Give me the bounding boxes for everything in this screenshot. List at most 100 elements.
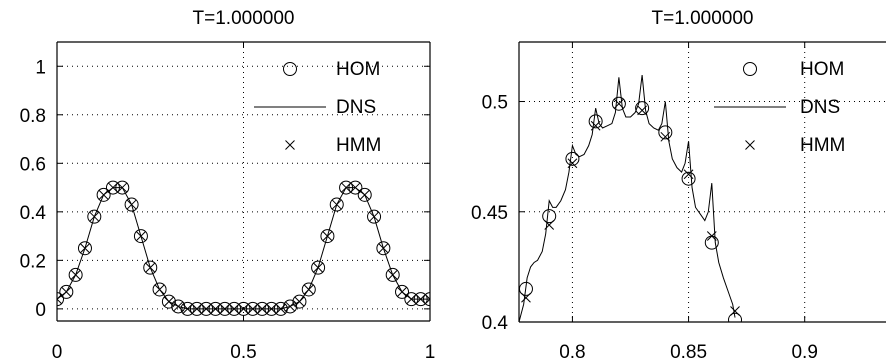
- series-dns: [57, 187, 430, 310]
- hom-point: [728, 312, 743, 322]
- hmm-point: [285, 301, 295, 312]
- y-tick-label: 1: [35, 57, 46, 78]
- hom-point: [565, 151, 580, 166]
- legend-hom-marker: [283, 62, 297, 76]
- hmm-point: [590, 120, 601, 131]
- hmm-point: [154, 284, 165, 295]
- hmm-point: [544, 220, 555, 230]
- hom-point: [96, 187, 111, 202]
- x-tick-label: 0: [52, 342, 63, 363]
- hmm-point: [378, 243, 389, 254]
- hmm-point: [614, 98, 624, 109]
- chart-title: T=1.000000: [652, 8, 754, 29]
- hmm-point: [70, 270, 81, 280]
- legend-label-dns: DNS: [336, 97, 376, 118]
- hmm-point: [98, 189, 109, 200]
- hom-point: [588, 114, 603, 129]
- legend: HOM DNS HMM: [254, 59, 381, 156]
- hom-point: [542, 209, 557, 224]
- hom-point: [77, 241, 92, 256]
- hom-point: [161, 294, 176, 309]
- y-tick-label: 0.2: [20, 251, 46, 272]
- legend-label-hmm: HMM: [336, 135, 381, 156]
- y-tick-label: 0.45: [471, 203, 508, 224]
- legend-label-dns: DNS: [800, 97, 840, 118]
- hom-point: [395, 284, 410, 299]
- hmm-point: [415, 294, 426, 305]
- legend-hom-marker: [743, 62, 757, 76]
- hmm-point: [322, 231, 333, 241]
- legend-hmm-marker: [285, 140, 295, 150]
- hom-point: [320, 229, 335, 244]
- y-tick-label: 0: [35, 300, 46, 321]
- hmm-point: [303, 284, 314, 295]
- y-tick-label: 0.5: [482, 93, 508, 114]
- hmm-point: [247, 304, 258, 314]
- hmm-point: [57, 294, 62, 305]
- legend-label-hom: HOM: [336, 59, 380, 80]
- hmm-point: [126, 199, 137, 210]
- plot-area: [57, 180, 430, 316]
- legend-label-hom: HOM: [800, 59, 844, 80]
- hom-point: [635, 101, 650, 116]
- hom-point: [329, 197, 344, 212]
- hmm-point: [164, 296, 174, 307]
- chart-2: T=1.000000 0.8 0.85 0.9 0.4 0.45 0.5 HOM DNS HMM: [471, 8, 886, 363]
- hmm-point: [425, 294, 430, 305]
- hmm-point: [229, 304, 240, 314]
- hmm-point: [341, 182, 351, 193]
- hmm-point: [80, 243, 90, 254]
- hmm-point: [108, 182, 118, 193]
- hmm-point: [660, 131, 671, 142]
- hmm-point: [706, 231, 717, 241]
- hmm-point: [406, 294, 417, 305]
- hom-point: [519, 281, 533, 296]
- x-tick-label: 0.5: [230, 342, 256, 363]
- hmm-point: [145, 262, 156, 273]
- dns-line: [57, 187, 430, 310]
- hmm-point: [219, 304, 230, 314]
- hmm-point: [387, 270, 398, 280]
- legend: HOM DNS HMM: [714, 59, 845, 156]
- hom-point: [681, 171, 696, 186]
- hmm-point: [350, 182, 361, 193]
- hmm-point: [637, 105, 647, 116]
- hmm-point: [201, 304, 212, 314]
- hmm-point: [182, 304, 193, 314]
- y-tick-label: 0.4: [482, 313, 509, 334]
- hmm-point: [238, 304, 249, 314]
- hom-point: [68, 267, 83, 282]
- y-tick-label: 0.6: [20, 154, 46, 175]
- series-hom: [57, 180, 430, 316]
- hmm-point: [117, 182, 128, 193]
- hmm-point: [210, 304, 221, 314]
- hom-point: [658, 125, 673, 140]
- hom-point: [611, 96, 626, 111]
- series-hom: [519, 96, 743, 322]
- hmm-point: [730, 306, 740, 316]
- y-tick-label: 0.4: [20, 203, 47, 224]
- hmm-point: [294, 296, 305, 307]
- hmm-point: [683, 169, 694, 180]
- series-hmm: [521, 98, 740, 316]
- hom-point: [376, 241, 391, 256]
- hmm-point: [275, 304, 286, 314]
- hom-point: [124, 197, 139, 212]
- hom-point: [57, 292, 64, 307]
- hom-point: [59, 284, 74, 299]
- x-tick-label: 0.8: [559, 342, 585, 363]
- series-dns: [519, 75, 736, 322]
- hmm-point: [173, 301, 184, 312]
- hmm-point: [89, 211, 100, 222]
- series-hmm: [57, 182, 430, 314]
- hmm-point: [313, 262, 323, 273]
- hom-point: [87, 209, 102, 224]
- dns-line: [519, 75, 736, 322]
- hom-point: [311, 260, 326, 275]
- hom-point: [367, 209, 382, 224]
- chart-1: T=1.000000 0 0.5 1 0 0.2 0.4 0.6 0.8 1 HOM DNS HMM: [20, 8, 436, 363]
- hom-point: [292, 294, 307, 309]
- hmm-point: [266, 304, 277, 314]
- hom-point: [357, 187, 372, 202]
